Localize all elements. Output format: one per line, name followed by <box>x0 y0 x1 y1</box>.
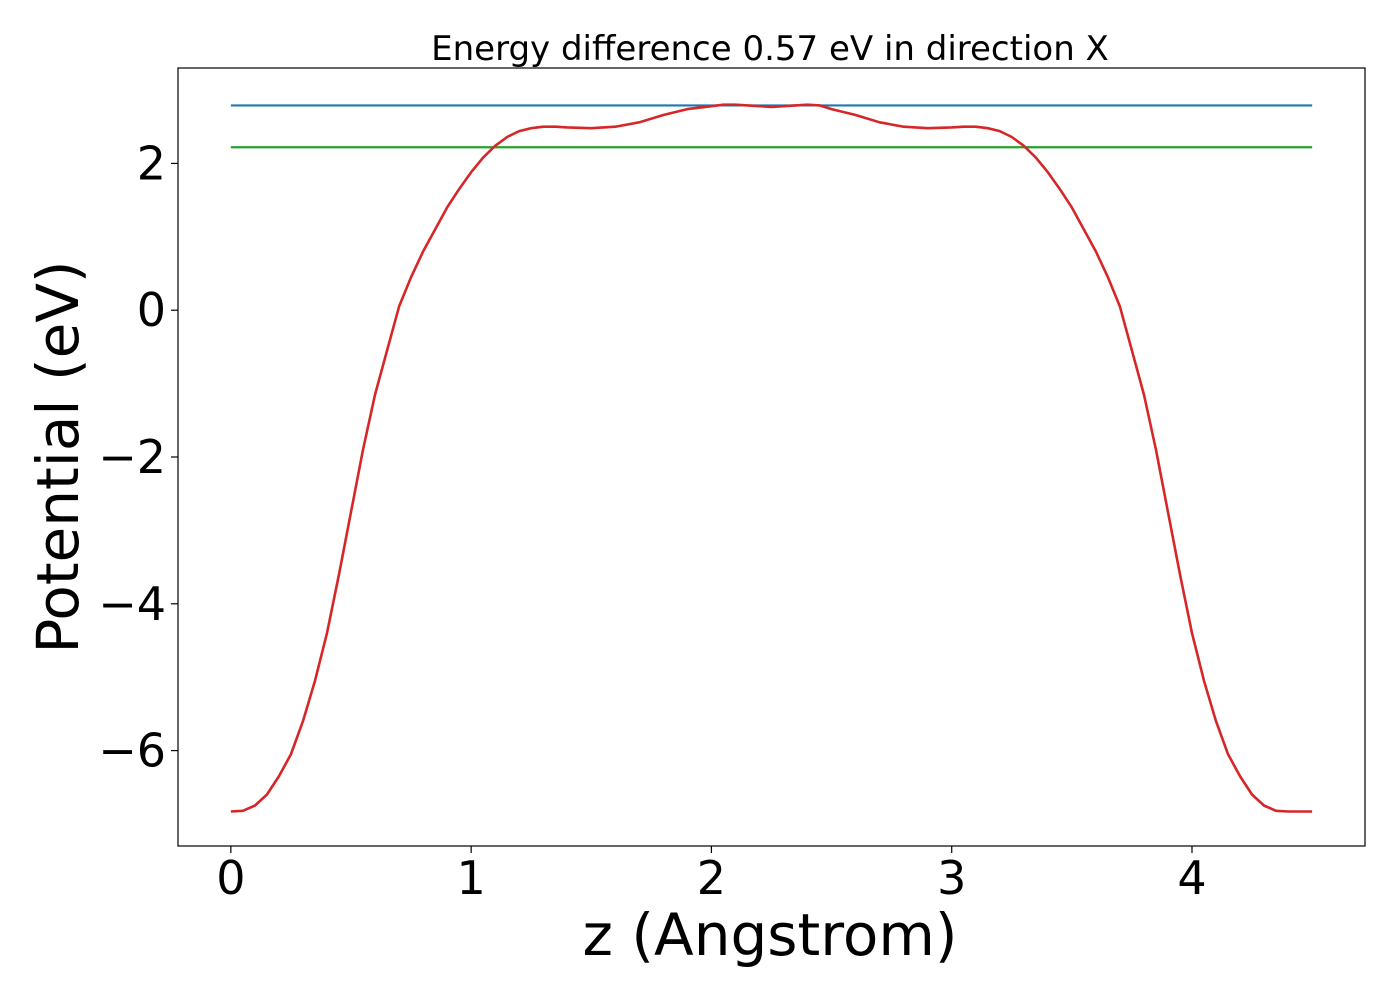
x-tick-label: 3 <box>937 851 966 905</box>
y-tick-label: −2 <box>98 430 166 484</box>
y-axis-label: Potential (eV) <box>24 260 92 653</box>
y-tick-label: 2 <box>137 136 166 190</box>
y-tick-label: −6 <box>98 724 166 778</box>
chart-title: Energy difference 0.57 eV in direction X <box>431 29 1109 69</box>
x-axis-ticks: 0 1 2 3 4 <box>216 846 1207 905</box>
series-layer <box>230 103 1313 813</box>
x-tick-label: 0 <box>216 851 245 905</box>
plot-frame <box>177 67 1366 847</box>
y-axis-ticks: −6 −4 −2 0 2 <box>98 136 178 778</box>
y-tick-label: 0 <box>137 283 166 337</box>
x-tick-label: 2 <box>697 851 726 905</box>
x-tick-label: 1 <box>457 851 486 905</box>
x-tick-label: 4 <box>1177 851 1206 905</box>
x-axis-label: z (Angstrom) <box>583 901 958 969</box>
y-tick-label: −4 <box>98 577 166 631</box>
series-line-2 <box>230 103 1313 813</box>
